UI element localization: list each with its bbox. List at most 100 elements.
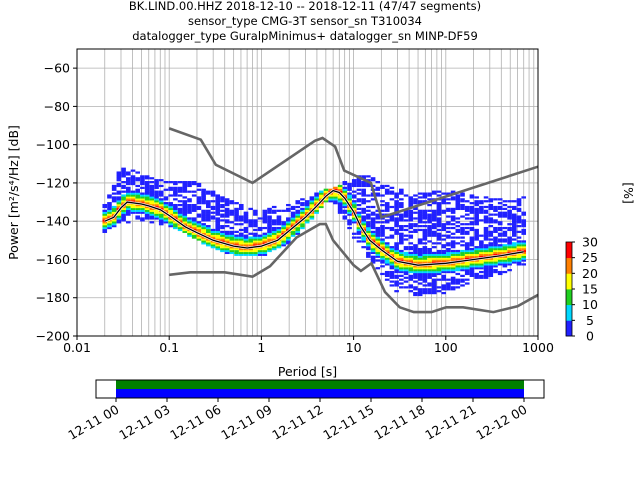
colorbar-swatch: [566, 299, 572, 302]
heatmap-cell: [497, 215, 503, 218]
heatmap-cell: [464, 232, 470, 235]
heatmap-cell: [422, 230, 428, 233]
heatmap-cell: [187, 232, 192, 235]
heatmap-cell: [399, 202, 404, 205]
heatmap-cell: [370, 217, 376, 220]
heatmap-cell: [295, 228, 301, 232]
heatmap-cell: [516, 242, 522, 245]
heatmap-cell: [238, 238, 244, 241]
heatmap-cell: [464, 246, 470, 249]
heatmap-cell: [521, 223, 527, 226]
heatmap-cell: [300, 225, 305, 228]
heatmap-cell: [149, 181, 155, 184]
heatmap-cell: [384, 205, 390, 209]
heatmap-cell: [455, 272, 461, 276]
heatmap-cell: [464, 230, 470, 233]
heatmap-cell: [370, 255, 376, 258]
heatmap-cell: [276, 219, 282, 222]
heatmap-cell: [502, 249, 508, 253]
heatmap-cell: [431, 246, 437, 249]
heatmap-cell: [450, 270, 456, 274]
heatmap-cell: [366, 228, 371, 232]
colorbar-swatch: [566, 290, 572, 293]
x-tick-label: 0.01: [63, 340, 91, 355]
heatmap-cell: [389, 246, 395, 249]
heatmap-cell: [408, 219, 414, 222]
heatmap-cell: [201, 228, 206, 232]
heatmap-cell: [196, 223, 202, 226]
heatmap-cell: [507, 240, 512, 243]
colorbar-swatch: [566, 317, 572, 320]
heatmap-cell: [408, 265, 414, 268]
heatmap-cell: [356, 188, 362, 191]
heatmap-cell: [243, 219, 249, 222]
heatmap-cell: [427, 198, 432, 201]
heatmap-cell: [304, 217, 310, 220]
heatmap-cell: [243, 230, 249, 233]
heatmap-cell: [168, 219, 173, 222]
heatmap-cell: [215, 234, 221, 237]
heatmap-cell: [483, 236, 489, 239]
heatmap-cell: [422, 234, 428, 237]
y-tick-label: −60: [44, 61, 70, 76]
heatmap-cell: [366, 179, 371, 182]
heatmap-cell: [168, 225, 173, 228]
heatmap-cell: [356, 228, 362, 232]
heatmap-cell: [450, 282, 456, 285]
heatmap-cell: [512, 213, 517, 216]
heatmap-cell: [370, 247, 376, 251]
heatmap-cell: [125, 198, 131, 201]
heatmap-cell: [413, 202, 418, 205]
heatmap-cell: [215, 209, 221, 212]
heatmap-cell: [290, 207, 296, 211]
heatmap-cell: [173, 198, 178, 201]
heatmap-cell: [422, 246, 428, 249]
colorbar-swatch: [566, 284, 572, 287]
heatmap-cell: [464, 257, 470, 260]
colorbar-swatch: [566, 281, 572, 284]
heatmap-cell: [460, 200, 465, 203]
heatmap-cell: [375, 251, 381, 255]
heatmap-cell: [154, 215, 159, 218]
heatmap-cell: [446, 284, 451, 287]
heatmap-cell: [201, 211, 206, 214]
heatmap-cell: [427, 267, 432, 270]
heatmap-cell: [460, 251, 465, 255]
heatmap-cell: [300, 211, 305, 214]
heatmap-cell: [464, 249, 470, 253]
heatmap-cell: [276, 221, 282, 224]
heatmap-cell: [276, 242, 282, 245]
heatmap-cell: [450, 263, 456, 266]
heatmap-cell: [356, 230, 362, 233]
heatmap-cell: [399, 217, 404, 220]
heatmap-cell: [177, 217, 183, 220]
heatmap-cell: [384, 257, 390, 260]
heatmap-cell: [149, 202, 155, 205]
heatmap-cell: [375, 230, 381, 233]
heatmap-cell: [168, 209, 173, 212]
heatmap-cell: [446, 286, 451, 289]
heatmap-cell: [497, 238, 503, 241]
heatmap-cell: [431, 234, 437, 237]
colorbar-swatch: [566, 321, 572, 324]
heatmap-cell: [281, 242, 286, 245]
heatmap-cell: [399, 263, 404, 266]
heatmap-cell: [512, 223, 517, 226]
heatmap-cell: [431, 190, 437, 193]
heatmap-cell: [111, 219, 117, 222]
colorbar-swatch: [566, 325, 572, 327]
heatmap-cell: [455, 267, 461, 270]
heatmap-cell: [370, 177, 376, 180]
heatmap-cell: [215, 246, 221, 249]
heatmap-cell: [389, 251, 395, 255]
y-tick-label: −80: [44, 99, 70, 114]
heatmap-cell: [493, 240, 498, 243]
timeline-bar-top: [116, 380, 524, 389]
heatmap-cell: [290, 228, 296, 232]
heatmap-cell: [469, 242, 475, 245]
heatmap-cell: [102, 215, 108, 218]
heatmap-cell: [187, 211, 192, 214]
heatmap-cell: [286, 232, 291, 235]
heatmap-cell: [229, 211, 235, 214]
heatmap-cell: [446, 259, 451, 262]
